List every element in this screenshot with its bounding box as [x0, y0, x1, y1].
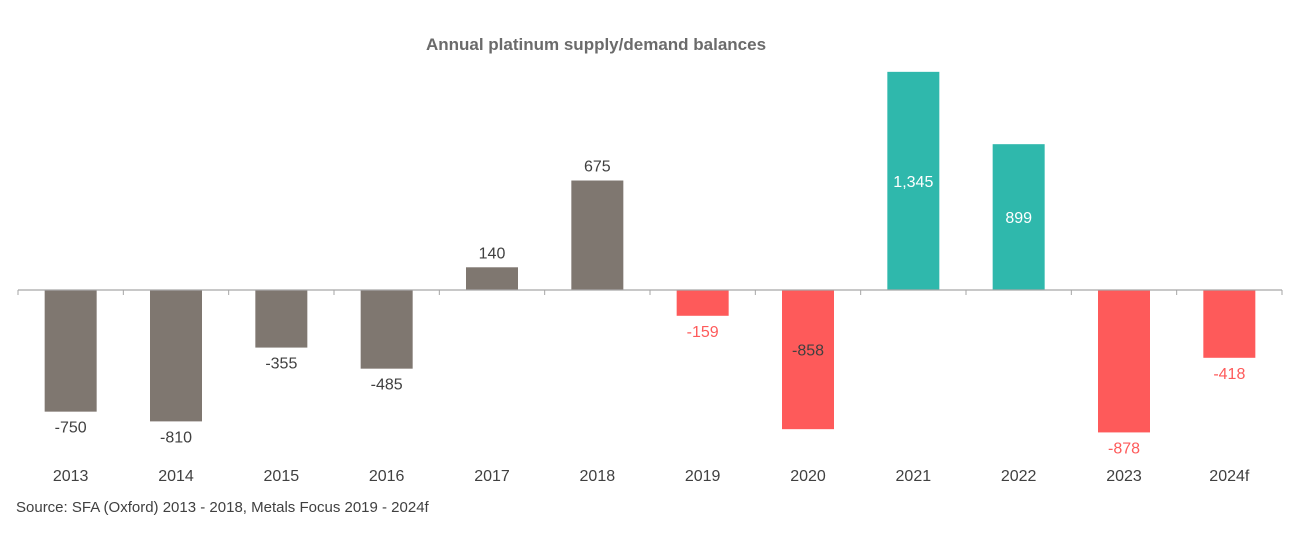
data-labels-group: -750 -810 -355 -485 140 675 -159 -858 1,345 899 -8… — [55, 159, 1246, 458]
data-label-2022: 899 — [1005, 210, 1032, 227]
x-tick-label-2015: 2015 — [264, 468, 300, 485]
x-tick-label-2020: 2020 — [790, 468, 826, 485]
x-tick-label-2022: 2022 — [1001, 468, 1037, 485]
bar-2013 — [44, 290, 97, 412]
data-label-2021: 1,345 — [893, 174, 933, 191]
x-tick-label-2016: 2016 — [369, 468, 405, 485]
source-note: Source: SFA (Oxford) 2013 - 2018, Metals… — [16, 499, 429, 516]
bar-2023 — [1098, 290, 1150, 433]
data-label-2017: 140 — [479, 245, 506, 262]
x-tick-label-2014: 2014 — [158, 468, 194, 485]
data-label-2013: -750 — [55, 420, 87, 437]
x-tick-label-2019: 2019 — [685, 468, 721, 485]
x-tick-label-2013: 2013 — [53, 468, 89, 485]
x-axis — [17, 289, 1283, 295]
data-label-2020: -858 — [792, 343, 824, 360]
data-label-2018: 675 — [584, 159, 611, 176]
x-tick-label-2018: 2018 — [580, 468, 616, 485]
bar-2015 — [255, 290, 308, 348]
bar-2014 — [150, 290, 202, 422]
bar-2022 — [992, 144, 1045, 290]
bar-2024f — [1203, 290, 1256, 358]
data-label-2024f: -418 — [1213, 366, 1245, 383]
bar-2017 — [466, 267, 518, 290]
bar-2020 — [782, 290, 834, 430]
data-label-2015: -355 — [265, 356, 297, 373]
x-tick-label-2023: 2023 — [1106, 468, 1142, 485]
bar-2018 — [571, 180, 624, 290]
data-label-2023: -878 — [1108, 440, 1140, 457]
data-label-2014: -810 — [160, 429, 192, 446]
data-label-2019: -159 — [687, 324, 719, 341]
x-tick-label-2021: 2021 — [896, 468, 932, 485]
x-tick-label-2017: 2017 — [474, 468, 510, 485]
x-tick-labels: 2013 2014 2015 2016 2017 2018 2019 2020 2021 2022… — [53, 468, 1250, 485]
bars-group — [44, 71, 1256, 433]
data-label-2016: -485 — [371, 377, 403, 394]
bar-2019 — [676, 290, 729, 316]
x-tick-label-2024f: 2024f — [1209, 468, 1250, 485]
bar-2021 — [887, 71, 940, 290]
chart-title: Annual platinum supply/demand balances — [426, 35, 766, 54]
bar-2016 — [360, 290, 413, 369]
